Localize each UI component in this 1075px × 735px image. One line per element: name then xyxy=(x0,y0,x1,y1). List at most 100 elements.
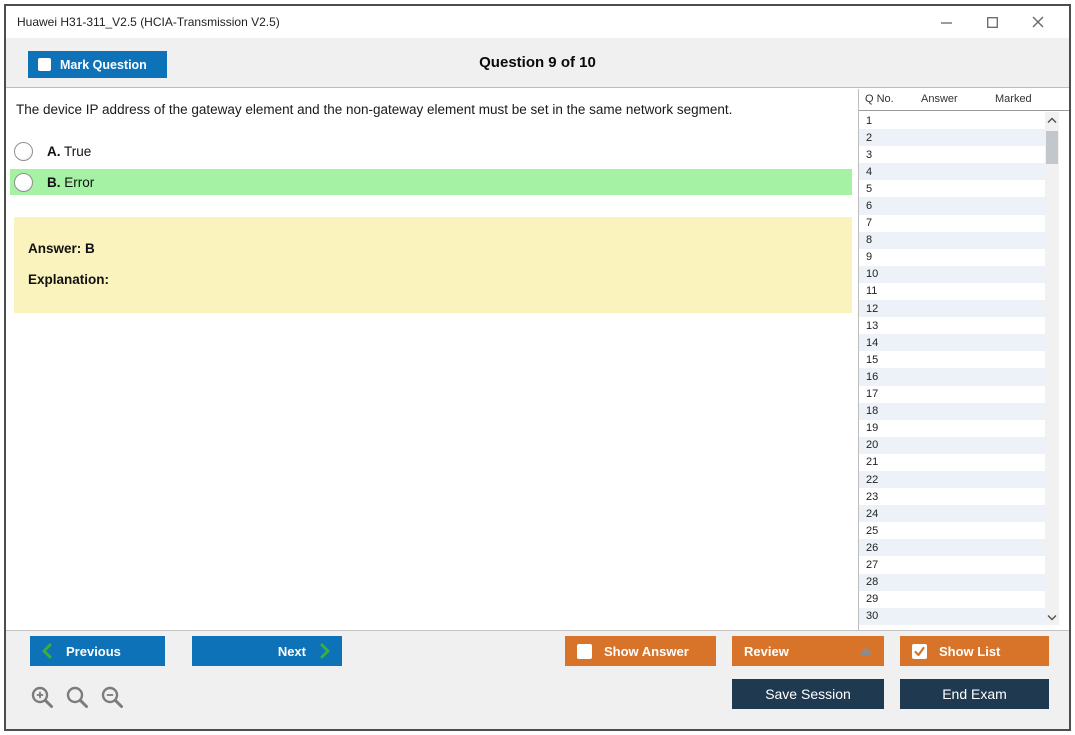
question-list-row[interactable]: 9 xyxy=(859,248,1045,266)
question-number: 7 xyxy=(866,217,873,230)
question-number: 2 xyxy=(866,131,873,144)
scroll-down-button[interactable] xyxy=(1045,609,1059,625)
option-b-letter: B. xyxy=(47,174,61,190)
question-number: 24 xyxy=(866,507,879,520)
option-b-row[interactable]: B. Error xyxy=(10,169,852,195)
question-list-row[interactable]: 7 xyxy=(859,214,1045,232)
question-number: 10 xyxy=(866,268,879,281)
question-list-row[interactable]: 27 xyxy=(859,556,1045,574)
content-area: The device IP address of the gateway ele… xyxy=(6,89,1069,630)
option-a-radio[interactable] xyxy=(14,141,33,161)
app-window: Huawei H31-311_V2.5 (HCIA-Transmission V… xyxy=(4,4,1071,731)
question-list-row[interactable]: 5 xyxy=(859,180,1045,198)
question-list-row[interactable]: 26 xyxy=(859,539,1045,557)
question-number: 25 xyxy=(866,524,879,537)
next-button[interactable]: Next xyxy=(192,636,342,666)
chevron-right-icon xyxy=(320,643,330,659)
column-qno: Q No. xyxy=(865,93,894,105)
question-list-row[interactable]: 28 xyxy=(859,573,1045,591)
question-number: 26 xyxy=(866,541,879,554)
question-list-row[interactable]: 25 xyxy=(859,522,1045,540)
mark-question-button[interactable]: Mark Question xyxy=(28,51,167,78)
question-number: 15 xyxy=(866,353,879,366)
question-list-row[interactable]: 21 xyxy=(859,453,1045,471)
option-b-text: Error xyxy=(64,174,95,190)
question-number: 28 xyxy=(866,576,879,589)
option-b-label: B. Error xyxy=(47,175,94,190)
bottom-bar: Previous Next Show Answer Review Show Li… xyxy=(6,630,1069,729)
scrollbar-thumb[interactable] xyxy=(1046,131,1058,164)
question-text: The device IP address of the gateway ele… xyxy=(16,102,733,117)
question-number: 3 xyxy=(866,148,873,161)
header-strip: Mark Question Question 9 of 10 xyxy=(6,38,1069,88)
question-list-row[interactable]: 11 xyxy=(859,282,1045,301)
question-list-row[interactable]: 13 xyxy=(859,317,1045,335)
question-number: 8 xyxy=(866,234,873,247)
question-list-row[interactable]: 19 xyxy=(859,419,1045,437)
question-list-row[interactable]: 12 xyxy=(859,300,1045,318)
next-label: Next xyxy=(277,643,306,659)
question-list-row[interactable]: 6 xyxy=(859,197,1045,215)
question-list-row[interactable]: 10 xyxy=(859,265,1045,283)
end-exam-button[interactable]: End Exam xyxy=(900,679,1049,709)
zoom-in-button[interactable] xyxy=(30,685,56,711)
mark-question-checkbox[interactable] xyxy=(38,58,51,71)
question-number: 4 xyxy=(866,165,873,178)
end-exam-label: End Exam xyxy=(942,686,1007,702)
show-list-button[interactable]: Show List xyxy=(900,636,1049,666)
question-number: 6 xyxy=(866,200,873,213)
minimize-button[interactable] xyxy=(923,6,969,38)
scroll-up-button[interactable] xyxy=(1045,112,1059,128)
question-list-row[interactable]: 30 xyxy=(859,607,1045,625)
show-answer-checkbox[interactable] xyxy=(577,643,592,659)
column-marked: Marked xyxy=(995,93,1032,105)
question-list-row[interactable]: 18 xyxy=(859,402,1045,420)
question-list-row[interactable]: 16 xyxy=(859,368,1045,386)
option-a-row[interactable]: A. True xyxy=(10,138,852,164)
question-list-row[interactable]: 4 xyxy=(859,163,1045,181)
question-list-row[interactable]: 8 xyxy=(859,231,1045,249)
question-list-row[interactable]: 15 xyxy=(859,351,1045,369)
question-list-scrollbar[interactable] xyxy=(1045,112,1059,625)
question-number: 17 xyxy=(866,388,879,401)
previous-label: Previous xyxy=(66,643,121,659)
zoom-out-icon xyxy=(101,686,123,708)
previous-button[interactable]: Previous xyxy=(30,636,165,666)
question-number: 18 xyxy=(866,405,879,418)
question-number: 14 xyxy=(866,336,879,349)
check-icon xyxy=(914,646,925,656)
question-list-row[interactable]: 17 xyxy=(859,385,1045,403)
question-number: 20 xyxy=(866,439,879,452)
question-number: 21 xyxy=(866,456,879,469)
zoom-reset-button[interactable] xyxy=(65,685,91,711)
question-list-row[interactable]: 2 xyxy=(859,129,1045,147)
question-list-row[interactable]: 29 xyxy=(859,590,1045,608)
chevron-left-icon xyxy=(42,643,52,659)
question-list-row[interactable]: 22 xyxy=(859,470,1045,489)
maximize-button[interactable] xyxy=(969,6,1015,38)
question-list-row[interactable]: 20 xyxy=(859,436,1045,454)
minimize-icon xyxy=(940,21,952,24)
save-session-button[interactable]: Save Session xyxy=(732,679,884,709)
answer-box: Answer: B Explanation: xyxy=(14,217,852,313)
option-a-label: A. True xyxy=(47,144,91,159)
question-number: 30 xyxy=(866,610,879,623)
title-bar: Huawei H31-311_V2.5 (HCIA-Transmission V… xyxy=(6,6,1069,38)
close-icon xyxy=(1032,16,1044,28)
close-button[interactable] xyxy=(1015,6,1061,38)
question-list-row[interactable]: 14 xyxy=(859,334,1045,352)
option-b-radio[interactable] xyxy=(14,172,33,192)
question-list-row[interactable]: 3 xyxy=(859,146,1045,164)
question-list-header: Q No. Answer Marked xyxy=(859,89,1069,111)
show-answer-button[interactable]: Show Answer xyxy=(565,636,716,666)
option-a-text: True xyxy=(64,143,92,159)
zoom-out-button[interactable] xyxy=(100,685,126,711)
show-list-checkbox[interactable] xyxy=(912,643,927,659)
question-list-row[interactable]: 1 xyxy=(859,112,1045,130)
question-list-row[interactable]: 24 xyxy=(859,505,1045,523)
mark-question-label: Mark Question xyxy=(60,57,147,72)
question-list-row[interactable]: 23 xyxy=(859,488,1045,506)
zoom-tools xyxy=(30,685,126,711)
review-button[interactable]: Review xyxy=(732,636,884,666)
question-number: 5 xyxy=(866,182,873,195)
